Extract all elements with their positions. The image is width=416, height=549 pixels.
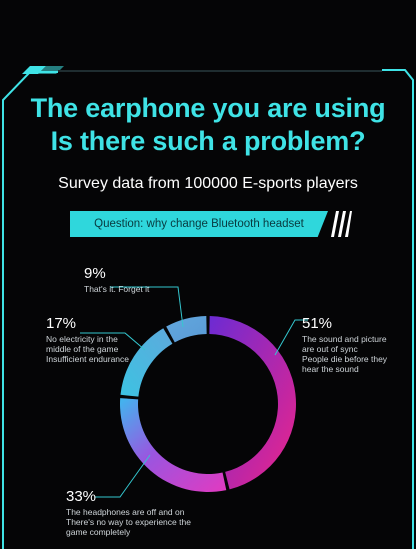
slice-desc-line: People die before they	[302, 354, 388, 364]
slice-desc-51: The sound and picture are out of sync Pe…	[302, 334, 387, 374]
slice-label-9: 9%	[84, 265, 106, 282]
slice-desc-line: game completely	[66, 527, 131, 537]
subtitle: Survey data from 100000 E-sports players	[58, 175, 358, 192]
slice-desc-33: The headphones are off and on There's no…	[66, 507, 191, 537]
slice-desc-line: No electricity in the	[46, 334, 118, 344]
slice-desc-line: middle of the game	[46, 344, 119, 354]
slice-desc-line: The sound and picture	[302, 334, 387, 344]
slice-desc-line: The headphones are off and on	[66, 507, 185, 517]
slice-desc-line: are out of sync	[302, 344, 358, 354]
question-banner: Question: why change Bluetooth headset f…	[70, 211, 328, 237]
title-line-1: The earphone you are using	[30, 93, 386, 123]
slice-label-17: 17%	[46, 315, 77, 332]
leader-line-51	[274, 319, 308, 356]
slice-label-51: 51%	[302, 315, 333, 332]
slice-desc-17: No electricity in the middle of the game…	[46, 334, 129, 364]
donut-slice-33	[119, 398, 227, 492]
leader-line-17	[80, 332, 146, 351]
slice-desc-line: Insufficient endurance	[46, 354, 130, 364]
slice-desc-line: That's it. Forget it	[84, 284, 150, 294]
leader-line-9	[110, 286, 184, 328]
slice-desc-line: hear the sound	[302, 364, 359, 374]
slice-desc-line: There's no way to experience the	[66, 517, 191, 527]
donut-slice-9	[166, 316, 207, 343]
donut-slice-51	[209, 316, 296, 490]
leader-line-33	[95, 454, 151, 498]
donut-slice-17	[120, 328, 173, 397]
title-line-2: Is there such a problem?	[50, 126, 366, 156]
slice-desc-9: That's it. Forget it	[84, 284, 149, 294]
banner-stripes	[331, 211, 352, 237]
slice-label-33: 33%	[66, 488, 97, 505]
